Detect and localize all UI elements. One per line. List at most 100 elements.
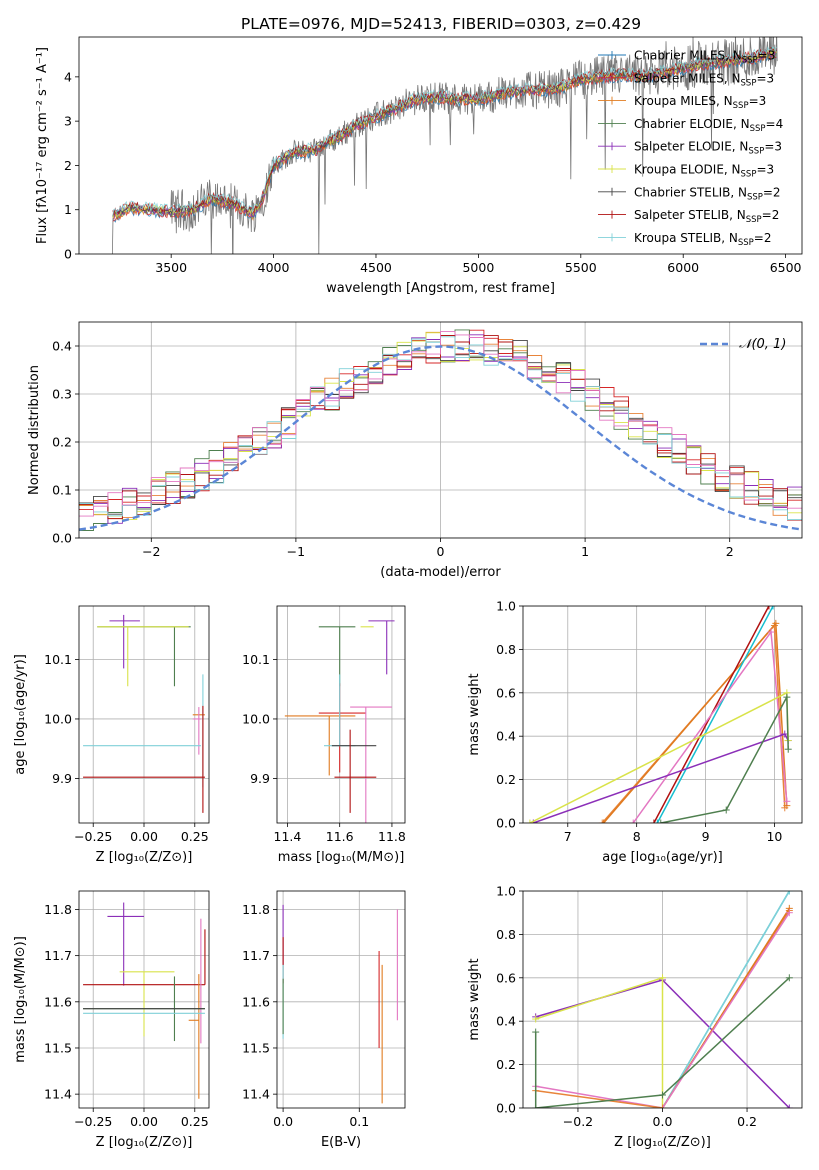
data-point <box>192 707 201 755</box>
x-axis-label: E(B-V) <box>321 1135 361 1150</box>
legend-label-sub: SSP <box>733 101 749 111</box>
legend-label-suffix: =3 <box>764 140 782 154</box>
legend-label-suffix: =3 <box>758 49 776 63</box>
y-tick-label: 10.0 <box>242 711 270 726</box>
weight-series-line <box>660 694 789 823</box>
plot-area <box>79 322 802 538</box>
x-axis-label: (data-model)/error <box>380 565 501 580</box>
data-point <box>97 626 189 687</box>
weight-marker <box>600 819 608 823</box>
y-tick-label: 9.9 <box>52 771 72 786</box>
x-axis-label: age [log₁₀(age/yr)] <box>602 850 723 865</box>
x-tick-label: −2 <box>142 544 160 559</box>
chart-age_vs_mass: 11.4 11.6 11.8 9.9 10.0 10.1 mass [log₁₀(M/M⊙)… <box>242 605 406 865</box>
data-point <box>350 706 392 823</box>
legend-label-main: Salpeter ELODIE, N <box>634 140 748 154</box>
legend-label-suffix: =2 <box>754 231 772 245</box>
y-tick-label: 0.4 <box>52 339 72 354</box>
weight-marker <box>659 1091 666 1099</box>
weight-marker <box>769 606 777 610</box>
y-tick-label: 2 <box>64 158 72 173</box>
axes-frame <box>78 890 210 1109</box>
y-axis-label: mass weight <box>467 673 482 755</box>
model-spectrum-line <box>112 46 777 216</box>
weight-marker <box>722 806 730 814</box>
legend-label-main: Chabrier STELIB, N <box>634 185 747 199</box>
y-tick-label: 1 <box>64 202 72 217</box>
legend-label-main: Chabrier ELODIE, N <box>634 117 750 131</box>
weight-marker <box>532 1015 540 1023</box>
weight-series-line <box>529 691 789 823</box>
plot-area <box>523 891 802 1108</box>
axes-frame <box>276 605 406 824</box>
weight-marker <box>784 745 792 753</box>
chart-weight_vs_age: 7 8 9 10 0.0 0.2 0.4 0.6 0.8 1.0 age [log₁₀(age/yr… <box>467 599 803 865</box>
legend-label-sub: SSP <box>741 170 757 180</box>
legend-label-main: Kroupa STELIB, N <box>634 231 738 245</box>
x-tick-label: 1 <box>581 544 589 559</box>
y-tick-label: 10.1 <box>242 652 270 667</box>
chart-weight_vs_Z: −0.2 0.0 0.2 0.0 0.2 0.4 0.6 0.8 1.0 Z [log₁₀(Z/Z… <box>467 884 803 1150</box>
x-tick-label: 0.2 <box>737 1114 757 1129</box>
legend-label-main: Salpeter MILES, N <box>634 71 741 85</box>
chart-mass_vs_Z: −0.25 0.00 0.25 11.4 11.5 11.6 11.7 11.8 Z [log₁… <box>13 890 210 1150</box>
normal-curve <box>79 345 802 531</box>
model-spectrum-line <box>112 50 777 221</box>
legend-label: Kroupa STELIB, NSSP=2 <box>634 231 772 248</box>
weight-series-line <box>535 976 664 1108</box>
y-tick-label: 0.6 <box>496 685 516 700</box>
y-tick-label: 11.6 <box>44 994 72 1009</box>
x-tick-label: 11.8 <box>378 829 406 844</box>
axes-frame <box>78 605 210 824</box>
weight-marker <box>772 619 780 627</box>
x-tick-label: 11.6 <box>326 829 354 844</box>
y-tick-label: 11.6 <box>242 994 270 1009</box>
y-tick-label: 0.2 <box>496 1057 516 1072</box>
weight-marker <box>532 1104 540 1108</box>
x-tick-label: 0.25 <box>181 1114 209 1129</box>
weight-marker <box>765 606 773 610</box>
chart-age_vs_Z: −0.25 0.00 0.25 9.9 10.0 10.1 Z [log₁₀(Z/Z⊙)] a… <box>13 605 210 865</box>
legend-label-main: Chabrier MILES, N <box>634 49 742 63</box>
legend-label: Chabrier ELODIE, NSSP=4 <box>634 117 783 134</box>
y-axis-label: mass weight <box>467 958 482 1040</box>
x-tick-label: 3500 <box>155 260 187 275</box>
y-tick-label: 11.4 <box>44 1087 72 1102</box>
y-tick-label: 0.0 <box>52 531 72 546</box>
plot-area <box>277 891 405 1108</box>
legend-label: Salpeter MILES, NSSP=3 <box>634 71 774 88</box>
y-tick-label: 0.2 <box>496 772 516 787</box>
x-tick-label: 7 <box>564 829 572 844</box>
data-point <box>109 614 140 669</box>
x-tick-label: 0.1 <box>349 1114 369 1129</box>
weight-marker <box>653 819 661 823</box>
y-tick-label: 9.9 <box>250 771 270 786</box>
y-axis-label: Flux [fλ10⁻¹⁷ erg cm⁻² s⁻¹ A⁻¹] <box>35 47 50 244</box>
x-tick-label: 2 <box>726 544 734 559</box>
y-tick-label: 0.3 <box>52 387 72 402</box>
y-tick-label: 0.1 <box>52 483 72 498</box>
x-tick-label: 6000 <box>667 260 699 275</box>
data-point <box>368 620 395 675</box>
weight-series-line <box>661 891 790 1108</box>
weight-marker <box>783 797 791 805</box>
x-axis-label: Z [log₁₀(Z/Z⊙)] <box>614 1135 711 1150</box>
y-tick-label: 11.4 <box>242 1087 270 1102</box>
weight-marker <box>650 819 658 823</box>
weight-marker <box>659 1104 666 1108</box>
weight-marker <box>783 693 791 701</box>
x-tick-label: 0.25 <box>181 829 209 844</box>
plot-area <box>523 606 802 823</box>
plot-area <box>111 37 778 254</box>
legend-label-sub: SSP <box>738 238 754 248</box>
weight-marker <box>526 819 534 823</box>
legend-label: Kroupa MILES, NSSP=3 <box>634 94 766 111</box>
y-tick-label: 11.7 <box>242 948 270 963</box>
y-tick-label: 0.8 <box>496 927 516 942</box>
x-tick-label: 0.00 <box>130 1114 158 1129</box>
x-tick-label: 0.0 <box>653 1114 673 1129</box>
y-tick-label: 10.1 <box>44 652 72 667</box>
legend-label: 𝒩(0, 1) <box>739 337 786 352</box>
